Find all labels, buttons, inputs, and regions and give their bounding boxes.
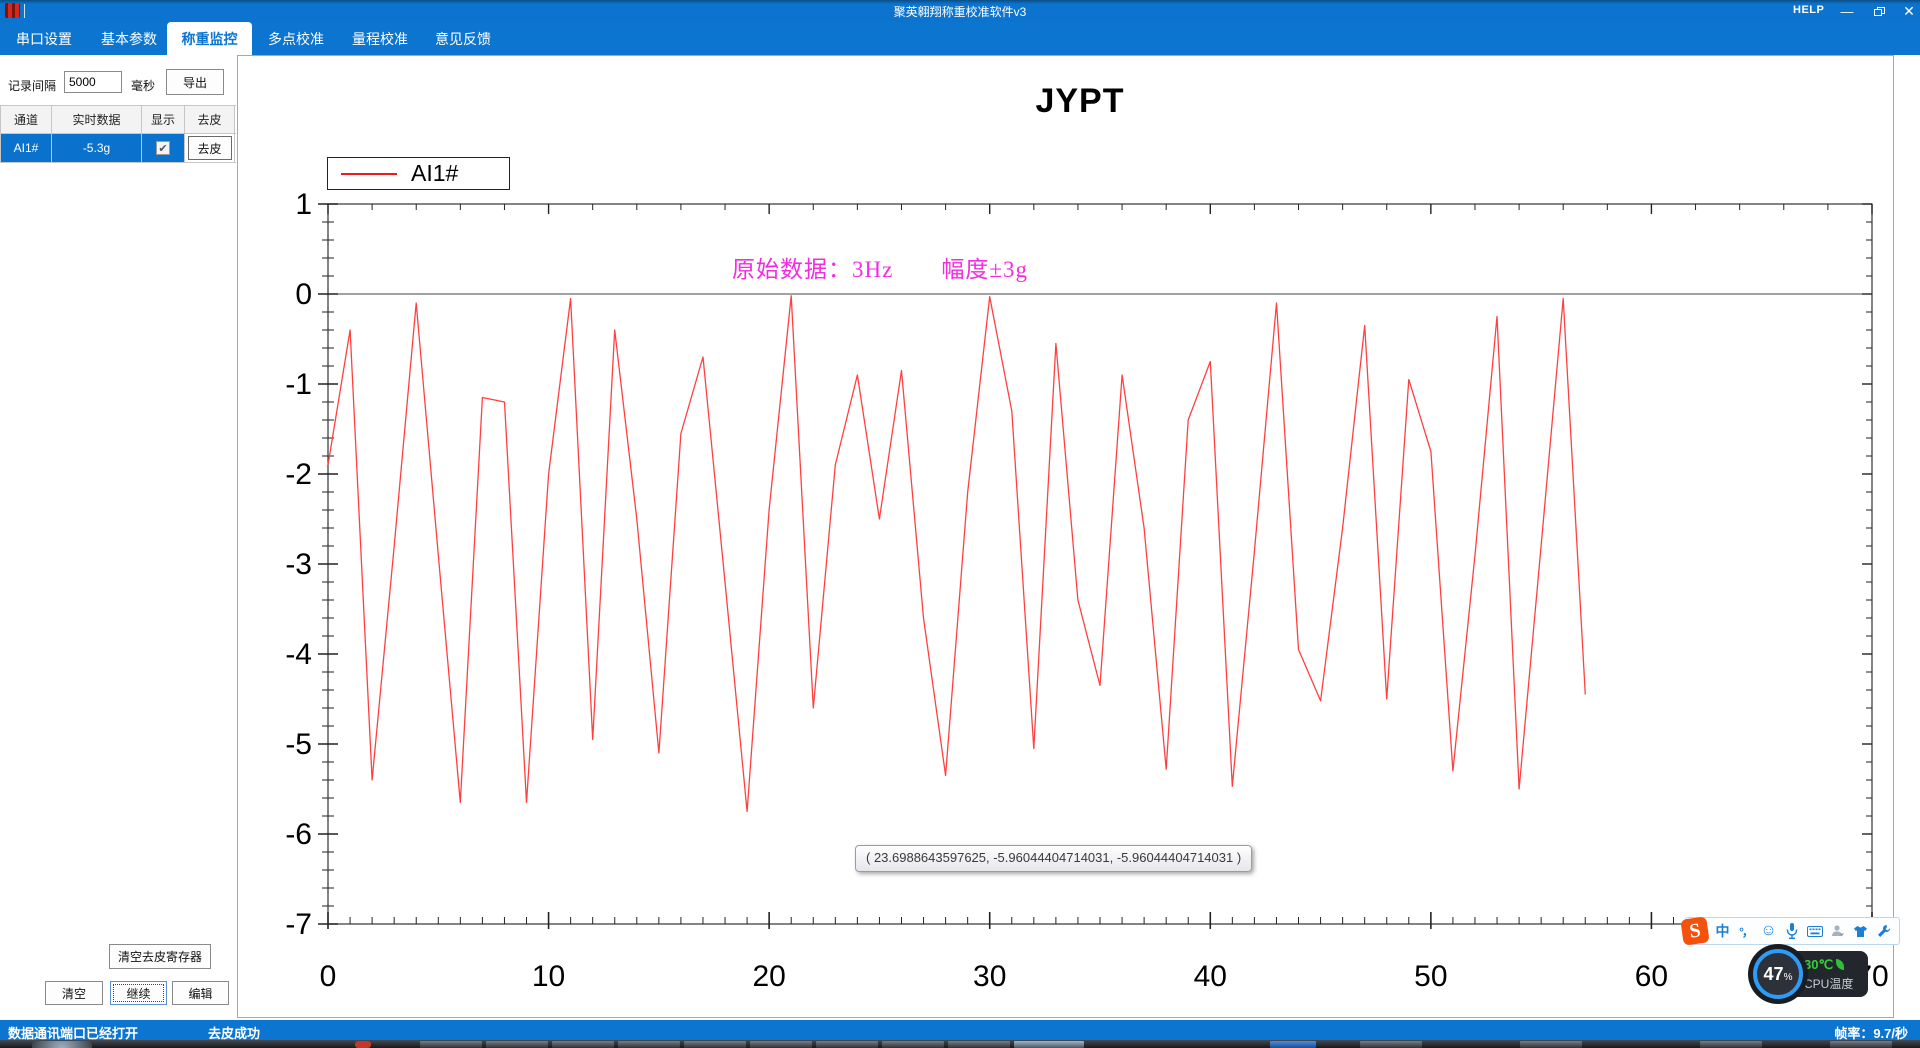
tab-basic-params[interactable]: 基本参数 bbox=[101, 30, 157, 47]
svg-text:0: 0 bbox=[320, 960, 337, 993]
chart-tooltip: ( 23.6988643597625, -5.96044404714031, -… bbox=[855, 845, 1253, 872]
table-header-row: 通道 实时数据 显示 去皮 bbox=[0, 106, 236, 134]
punctuation-icon[interactable]: °， bbox=[1739, 924, 1754, 939]
channel-table: 通道 实时数据 显示 去皮 AI1# -5.3g ✔ 去皮 bbox=[0, 105, 236, 163]
minimize-button[interactable]: — bbox=[1840, 3, 1854, 19]
window-title: 聚英翱翔称重校准软件v3 bbox=[893, 5, 1027, 19]
titlebar-divider bbox=[24, 4, 25, 18]
start-orb-icon bbox=[32, 1041, 92, 1048]
cpu-usage-gauge[interactable]: 47 % bbox=[1748, 944, 1808, 1004]
svg-text:20: 20 bbox=[752, 960, 785, 993]
tab-range-cal[interactable]: 量程校准 bbox=[352, 30, 408, 47]
svg-text:1: 1 bbox=[295, 188, 312, 221]
export-button[interactable]: 导出 bbox=[166, 69, 224, 95]
resume-button[interactable]: 继续 bbox=[110, 981, 167, 1005]
clear-button[interactable]: 清空 bbox=[45, 981, 103, 1005]
svg-text:-2: -2 bbox=[285, 458, 312, 491]
svg-text:-1: -1 bbox=[285, 368, 312, 401]
ime-toolbar[interactable]: S 中 °， ☺ bbox=[1680, 916, 1900, 946]
table-row: AI1# -5.3g ✔ 去皮 bbox=[0, 134, 236, 163]
legend-series-label: AI1# bbox=[411, 160, 459, 186]
status-tare-message: 去皮成功 bbox=[208, 1026, 261, 1041]
display-checkbox-cell: ✔ bbox=[142, 134, 185, 162]
sogou-logo-icon[interactable]: S bbox=[1680, 916, 1710, 946]
tab-multipoint-cal[interactable]: 多点校准 bbox=[268, 30, 324, 47]
tare-button[interactable]: 去皮 bbox=[187, 136, 232, 160]
cpu-temp-value: 30℃ bbox=[1804, 956, 1834, 972]
app-icon bbox=[5, 3, 20, 18]
restore-button[interactable] bbox=[1868, 0, 1890, 22]
svg-text:50: 50 bbox=[1414, 960, 1447, 993]
tare-cell: 去皮 bbox=[185, 134, 235, 162]
taskbar-red-icon bbox=[355, 1041, 371, 1048]
legend-line-swatch bbox=[341, 172, 397, 175]
tab-feedback[interactable]: 意见反馈 bbox=[435, 30, 491, 47]
col-header-display: 显示 bbox=[142, 106, 185, 133]
channel-cell[interactable]: AI1# bbox=[0, 134, 52, 162]
display-checkbox[interactable]: ✔ bbox=[156, 141, 170, 155]
svg-text:-5: -5 bbox=[285, 728, 312, 761]
tab-weighing-monitor[interactable]: 称重监控 bbox=[167, 22, 252, 55]
microphone-icon[interactable] bbox=[1783, 921, 1800, 941]
col-header-tare: 去皮 bbox=[185, 106, 235, 133]
svg-text:0: 0 bbox=[295, 278, 312, 311]
chart-annotation: 原始数据：3Hz 幅度±3g bbox=[732, 257, 1028, 282]
leaf-icon bbox=[1836, 959, 1845, 970]
clear-tare-register-button[interactable]: 清空去皮寄存器 bbox=[109, 944, 211, 969]
svg-text:-6: -6 bbox=[285, 818, 312, 851]
keyboard-icon[interactable] bbox=[1806, 921, 1823, 941]
svg-text:60: 60 bbox=[1635, 960, 1668, 993]
interval-input[interactable] bbox=[64, 71, 122, 93]
skin-icon[interactable] bbox=[1852, 921, 1869, 941]
taskbar[interactable] bbox=[0, 1040, 1920, 1048]
close-button[interactable]: ✕ bbox=[1903, 2, 1915, 19]
cpu-widget-label: CPU温度 bbox=[1804, 976, 1854, 991]
percent-sign: % bbox=[1783, 971, 1793, 983]
edit-button[interactable]: 编辑 bbox=[172, 981, 229, 1005]
taskbar-blue-icon bbox=[1270, 1041, 1316, 1048]
svg-text:-4: -4 bbox=[285, 638, 312, 671]
tab-bar: 串口设置 基本参数 称重监控 多点校准 量程校准 意见反馈 bbox=[0, 22, 1920, 55]
svg-text:30: 30 bbox=[973, 960, 1006, 993]
chinese-mode-icon[interactable]: 中 bbox=[1715, 923, 1730, 939]
col-header-realtime: 实时数据 bbox=[52, 106, 142, 133]
emoji-icon[interactable]: ☺ bbox=[1760, 922, 1777, 939]
titlebar: 聚英翱翔称重校准软件v3 HELP — ✕ bbox=[0, 0, 1920, 22]
realtime-value-cell[interactable]: -5.3g bbox=[52, 134, 142, 162]
help-button[interactable]: HELP bbox=[1793, 4, 1825, 16]
status-bar: 数据通讯端口已经打开 去皮成功 帧率：9.7/秒 bbox=[0, 1020, 1920, 1041]
restore-icon bbox=[1873, 6, 1885, 16]
settings-wrench-icon[interactable] bbox=[1875, 921, 1892, 941]
gauge-ring: 47 % bbox=[1753, 949, 1803, 999]
svg-text:-3: -3 bbox=[285, 548, 312, 581]
svg-text:40: 40 bbox=[1194, 960, 1227, 993]
col-header-channel: 通道 bbox=[0, 106, 52, 133]
chart-legend: AI1# bbox=[327, 157, 510, 190]
status-port-message: 数据通讯端口已经打开 bbox=[8, 1026, 139, 1041]
interval-label: 记录间隔 bbox=[8, 79, 57, 93]
cpu-usage-percent: 47 bbox=[1763, 963, 1784, 984]
interval-unit-label: 毫秒 bbox=[131, 79, 156, 93]
status-framerate: 帧率：9.7/秒 bbox=[1834, 1026, 1908, 1041]
account-icon[interactable] bbox=[1829, 921, 1846, 941]
svg-text:10: 10 bbox=[532, 960, 565, 993]
chart-title: JYPT bbox=[1035, 82, 1125, 120]
svg-text:-7: -7 bbox=[285, 908, 312, 941]
tab-serial-settings[interactable]: 串口设置 bbox=[16, 30, 72, 47]
